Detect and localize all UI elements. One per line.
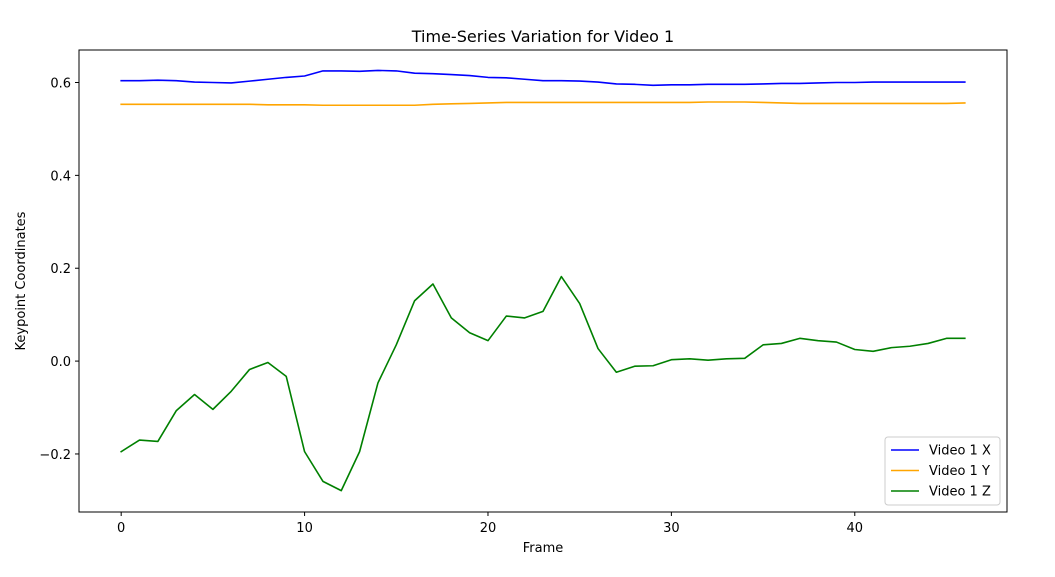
- series-lines: [120, 69, 966, 492]
- x-axis-ticks: 0 10 20 30 40: [117, 512, 863, 536]
- y-tick-label: −0.2: [39, 448, 71, 463]
- legend-label-3: Video 1 Z: [929, 485, 991, 500]
- x-axis-label: Frame: [523, 541, 564, 556]
- plot-area-frame: [78, 49, 1008, 513]
- series-line-3: [120, 275, 966, 492]
- x-tick-label: 10: [296, 521, 313, 536]
- x-tick-label: 40: [847, 521, 864, 536]
- legend-items: Video 1 X Video 1 Y Video 1 Z: [891, 444, 991, 500]
- y-tick-label: 0.6: [50, 77, 71, 92]
- y-tick-label: 0.2: [50, 262, 71, 277]
- x-tick-label: 0: [117, 521, 125, 536]
- y-tick-label: 0.0: [50, 355, 71, 370]
- series-line-1: [120, 69, 966, 87]
- y-tick-label: 0.4: [50, 169, 71, 184]
- legend-label-1: Video 1 X: [929, 444, 991, 459]
- x-tick-label: 20: [480, 521, 497, 536]
- series-line-2: [120, 101, 966, 107]
- legend-label-2: Video 1 Y: [929, 464, 990, 479]
- x-tick-label: 30: [663, 521, 680, 536]
- legend: Video 1 X Video 1 Y Video 1 Z: [884, 436, 1001, 506]
- y-axis-ticks: −0.2 0.0 0.2 0.4 0.6: [39, 77, 79, 463]
- legend-box: [884, 436, 1001, 506]
- y-axis-label: Keypoint Coordinates: [14, 211, 29, 350]
- chart-title: Time-Series Variation for Video 1: [411, 27, 674, 46]
